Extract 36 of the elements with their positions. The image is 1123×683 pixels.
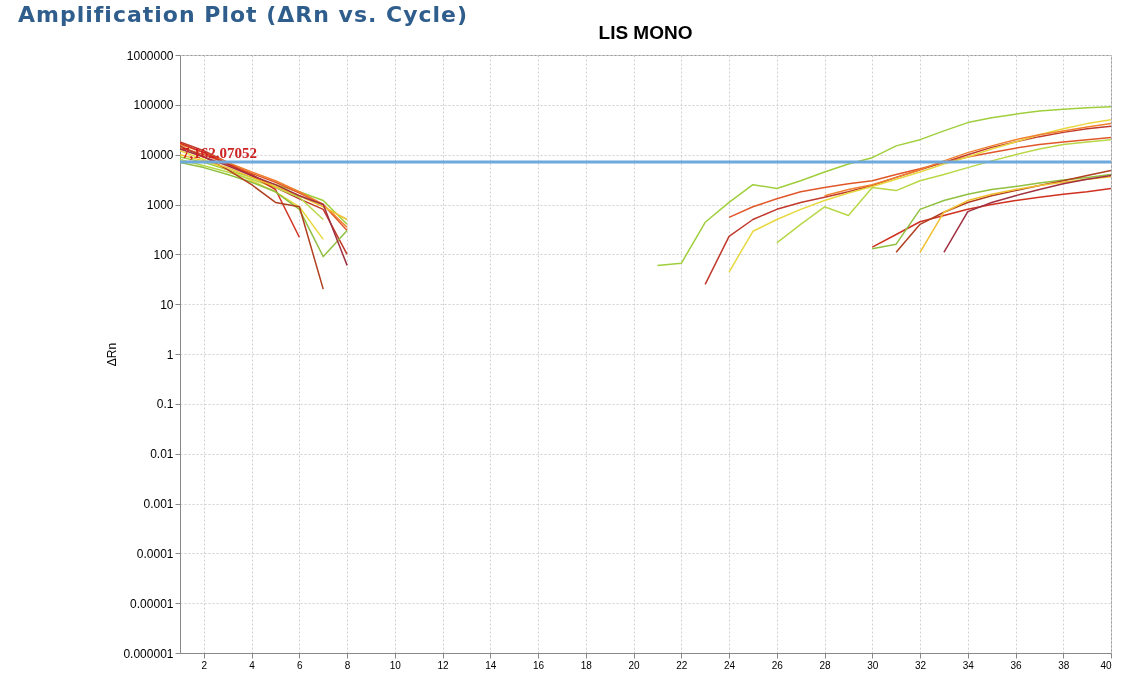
x-tick-label: 4 — [249, 659, 256, 671]
x-tick-label: 22 — [676, 659, 688, 671]
x-tick-label: 12 — [437, 659, 450, 671]
x-tick-label: 36 — [1010, 659, 1023, 671]
y-tick-label: 0.1 — [156, 397, 174, 412]
x-tick-label: 8 — [344, 659, 351, 671]
x-tick-label: 24 — [723, 659, 736, 671]
x-tick-label: 34 — [962, 659, 975, 671]
y-tick-label: 100 — [153, 247, 174, 262]
y-tick-label: 1000000 — [126, 48, 174, 63]
y-tick-label: 0.000001 — [123, 646, 174, 661]
y-tick-label: 0.0001 — [136, 546, 174, 561]
y-tick-label: 100000 — [133, 98, 174, 113]
x-tick-label: 20 — [628, 659, 641, 671]
x-tick-label: 6 — [297, 659, 304, 671]
x-tick-label: 30 — [867, 659, 879, 671]
x-tick-label: 38 — [1058, 659, 1070, 671]
x-tick-label: 28 — [819, 659, 832, 671]
x-tick-label: 18 — [580, 659, 593, 671]
y-axis-title: ΔRn — [105, 342, 120, 367]
x-tick-label: 2 — [201, 659, 208, 671]
x-tick-label: 26 — [771, 659, 784, 671]
y-tick-label: 1000 — [146, 198, 174, 212]
chart-title: Amplification Plot (ΔRn vs. Cycle) — [18, 2, 469, 27]
x-tick-label: 32 — [914, 659, 927, 671]
x-tick-label: 40 — [1100, 659, 1112, 671]
y-tick-label: 0.00001 — [130, 596, 174, 611]
y-tick-label: 10 — [160, 297, 174, 312]
y-tick-label: 1 — [166, 347, 174, 362]
x-tick-label: 14 — [485, 659, 497, 671]
y-tick-label: 0.001 — [143, 497, 174, 511]
x-tick-label: 10 — [389, 659, 402, 671]
y-tick-label: 10000 — [140, 148, 174, 163]
chart-subtitle: LIS MONO — [598, 22, 693, 43]
y-tick-label: 0.01 — [150, 447, 174, 462]
x-tick-label: 16 — [533, 659, 545, 671]
